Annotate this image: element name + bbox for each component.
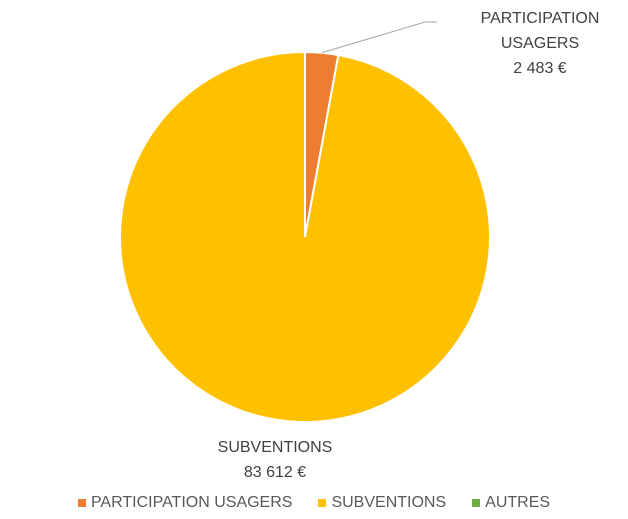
legend-label: PARTICIPATION USAGERS (90, 494, 293, 511)
legend-swatch (77, 499, 86, 507)
leader-line (321, 21, 437, 54)
data-label-value: 2 483 € (513, 60, 567, 77)
data-label: SUBVENTIONS 83 612 € (200, 435, 350, 485)
legend-swatch (318, 499, 327, 507)
data-label: PARTICIPATION USAGERS 2 483 € (475, 6, 605, 81)
data-label-value: 83 612 € (243, 464, 307, 481)
legend: PARTICIPATION USAGERS SUBVENTIONS AUTRES (0, 494, 628, 512)
legend-label: AUTRES (485, 494, 551, 511)
legend-item: AUTRES (472, 494, 550, 512)
data-label-name: SUBVENTIONS (217, 439, 333, 456)
legend-swatch (472, 499, 481, 507)
legend-item: PARTICIPATION USAGERS (77, 494, 293, 512)
data-label-name: PARTICIPATION USAGERS (480, 10, 600, 52)
legend-item: SUBVENTIONS (318, 494, 446, 512)
legend-label: SUBVENTIONS (331, 494, 447, 511)
pie-slice (119, 50, 491, 423)
